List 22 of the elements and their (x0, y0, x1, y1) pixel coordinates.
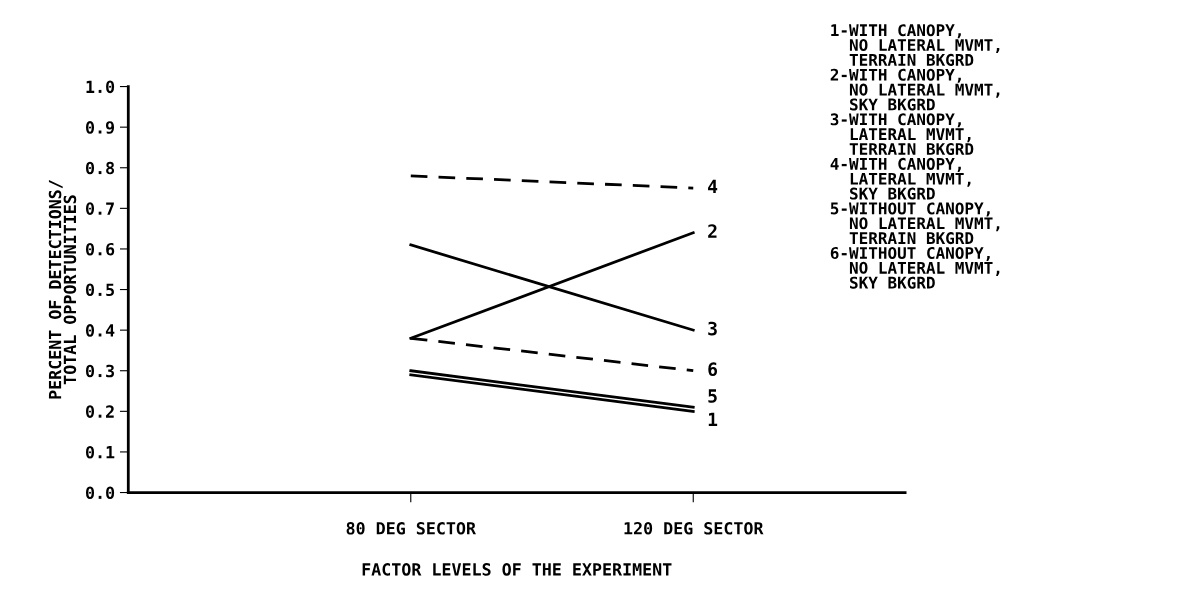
series-label: 2 (708, 224, 717, 238)
y-tick-label: 0.5 (86, 283, 114, 297)
y-tick-label: 0.7 (86, 202, 114, 215)
y-axis-title: PERCENT OF DETECTIONS/ TOTAL OPPORTUNITIES (48, 180, 77, 399)
y-tick-label: 0.3 (86, 364, 115, 378)
y-tick-label: 0.0 (86, 486, 115, 500)
x-axis-title: FACTOR LEVELS OF THE EXPERIMENT (362, 563, 672, 576)
y-tick-label: 0.8 (86, 161, 115, 175)
text: 1-WITH CANOPY, NO LATERAL MVMT, TERRAIN BKGRD 2-WITH CANOPY, NO LATERAL MVMT, SKY BKGRD 3-WITH CANOPY, LATERAL MVMT, TERRAIN BKGRD 4-WITH CANOPY, LATERAL MVMT, SKY BKGRD 5-WITHOUT CANOPY, NO LATERAL MVMT, TERRAIN BKGRD 6-WITHOUT CANOPY, NO LATERAL MVMT, SKY BKGRD (830, 24, 1000, 289)
series-label: 4 (708, 179, 718, 194)
series-label: 1 (708, 412, 718, 427)
series-label: 3 (708, 321, 717, 336)
series-label: 5 (708, 389, 717, 403)
series-label: 6 (708, 362, 718, 376)
y-tick-label: 0.6 (86, 242, 115, 256)
y-tick-label: 0.1 (86, 445, 115, 459)
y-tick-label: 0.4 (86, 324, 115, 337)
x-tick-label: 80 DEG SECTOR (346, 521, 476, 535)
y-tick-label: 1.0 (86, 80, 115, 94)
x-tick-label: 120 DEG SECTOR (624, 521, 764, 535)
y-tick-label: 0.2 (86, 405, 114, 418)
y-tick-label: 0.9 (86, 121, 115, 134)
